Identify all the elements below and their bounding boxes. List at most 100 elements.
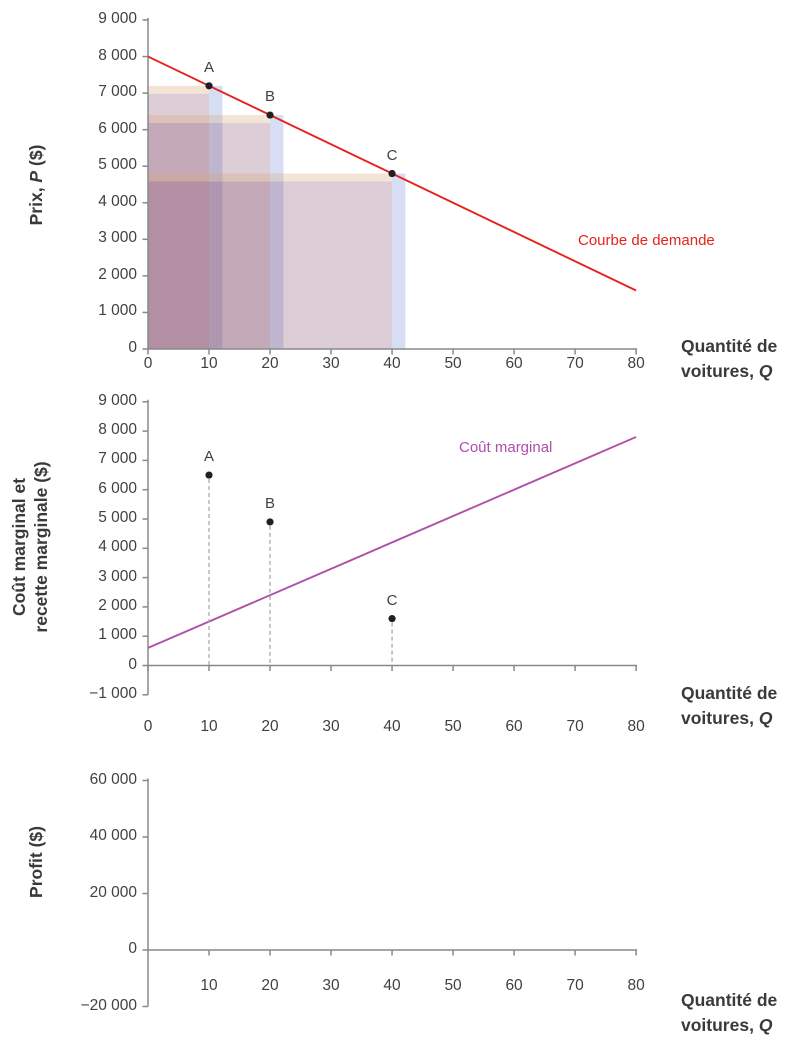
x-tick-label: 80 xyxy=(627,718,645,735)
x-tick-label: 40 xyxy=(383,355,401,372)
rectangle-fill xyxy=(148,181,393,349)
label-text: voitures, xyxy=(681,1015,759,1035)
point-label-b: B xyxy=(265,88,276,106)
y-tick-label: 6 000 xyxy=(98,479,137,497)
y-tick-label: 0 xyxy=(128,655,137,673)
curve-label-cout-recette-marginale: Coût marginal xyxy=(459,439,553,456)
y-tick-label: 0 xyxy=(128,940,137,957)
chart-demande xyxy=(142,18,638,355)
x-tick-label: 20 xyxy=(261,977,279,994)
rectangle-right-band xyxy=(209,85,223,350)
y-tick-label: 9 000 xyxy=(98,10,137,27)
y-tick-label: 5 000 xyxy=(98,156,137,174)
y-tick-label: 40 000 xyxy=(89,827,137,844)
y-axis-title: Prix, P ($) xyxy=(25,35,47,335)
x-axis-title-line: voitures, Q xyxy=(681,706,810,731)
y-axis-title-line: Profit ($) xyxy=(25,712,47,1012)
revenue-rectangle-c xyxy=(148,173,406,349)
x-axis-title-line: Quantité de xyxy=(681,334,810,359)
x-tick-label: 30 xyxy=(322,355,340,372)
label-text: Quantité de xyxy=(681,990,778,1010)
point-label-b: B xyxy=(265,494,276,512)
y-tick-label: 4 000 xyxy=(98,192,137,210)
y-tick-label: 4 000 xyxy=(98,538,137,556)
marginal-cost-curve xyxy=(147,436,637,649)
x-axis-title-line: voitures, Q xyxy=(681,1013,810,1038)
label-text: recette marginale ($) xyxy=(31,461,51,633)
y-tick-label: 6 000 xyxy=(98,119,137,137)
rectangle-fill xyxy=(148,123,271,350)
label-text: Prix, xyxy=(26,182,46,226)
rectangle-top-band xyxy=(148,115,271,124)
label-text: Coût marginal et xyxy=(9,477,29,617)
x-tick-label: 50 xyxy=(444,718,462,735)
x-tick-label: 70 xyxy=(566,977,584,994)
y-tick-label: 3 000 xyxy=(98,229,137,247)
label-text: voitures, xyxy=(681,361,759,381)
x-tick-label: 40 xyxy=(383,977,401,994)
y-tick-label: 9 000 xyxy=(98,391,137,409)
point-dot-b xyxy=(266,111,274,119)
x-tick-label: 10 xyxy=(200,355,218,372)
variable-symbol: P xyxy=(26,170,46,183)
label-text: voitures, xyxy=(681,708,759,728)
label-text: Profit ($) xyxy=(26,826,46,898)
y-axis-title: Profit ($) xyxy=(25,712,47,1012)
x-tick-label: 20 xyxy=(261,355,279,372)
x-tick-label: 70 xyxy=(566,718,584,735)
point-dot-c xyxy=(388,615,396,623)
chart-cout-recette-marginale xyxy=(142,399,638,696)
rectangle-right-band xyxy=(392,173,406,349)
y-tick-label: 8 000 xyxy=(98,421,137,439)
x-tick-label: 20 xyxy=(261,718,279,735)
y-tick-label: 8 000 xyxy=(98,46,137,64)
x-tick-label: 0 xyxy=(143,355,153,372)
y-tick-label: −20 000 xyxy=(80,996,137,1014)
chart-profit xyxy=(142,778,638,1008)
point-label-a: A xyxy=(203,448,214,466)
x-axis-title: Quantité de voitures, Q xyxy=(681,681,810,731)
x-tick-label: 60 xyxy=(505,355,523,372)
x-tick-label: 10 xyxy=(200,718,218,735)
rectangle-right-band xyxy=(270,115,284,350)
y-tick-label: 3 000 xyxy=(98,567,137,585)
revenue-rectangle-b xyxy=(148,115,284,350)
x-tick-label: 0 xyxy=(143,718,153,735)
variable-symbol: Q xyxy=(758,708,773,728)
point-dot-a xyxy=(205,82,213,90)
y-axis-title-line: Coût marginal et xyxy=(8,397,30,697)
x-tick-label: 60 xyxy=(505,977,523,994)
y-tick-label: −1 000 xyxy=(89,684,137,702)
revenue-rectangle-a xyxy=(148,85,223,350)
x-axis-title-line: Quantité de xyxy=(681,681,810,706)
label-text: Quantité de xyxy=(681,336,778,356)
rectangle-top-band xyxy=(148,85,210,94)
variable-symbol: Q xyxy=(758,1015,773,1035)
y-axis-title-line: Prix, P ($) xyxy=(25,35,47,335)
y-tick-label: 7 000 xyxy=(98,450,137,468)
y-tick-label: 20 000 xyxy=(89,883,137,901)
y-axis-title-line: recette marginale ($) xyxy=(30,397,52,697)
y-tick-label: 60 000 xyxy=(89,770,137,788)
x-tick-label: 30 xyxy=(322,977,340,994)
y-axis-title: Coût marginal et recette marginale ($) xyxy=(8,397,52,697)
x-tick-label: 30 xyxy=(322,718,340,735)
y-tick-label: 0 xyxy=(128,339,137,356)
label-text: Quantité de xyxy=(681,683,778,703)
x-tick-label: 80 xyxy=(627,977,645,994)
x-tick-label: 60 xyxy=(505,718,523,735)
x-axis-title-line: Quantité de xyxy=(681,988,810,1013)
y-tick-label: 2 000 xyxy=(98,596,137,614)
x-tick-label: 70 xyxy=(566,355,584,372)
curve-label-demande: Courbe de demande xyxy=(578,232,715,249)
y-tick-label: 5 000 xyxy=(98,509,137,526)
rectangle-top-band xyxy=(148,173,393,182)
point-dot-b xyxy=(266,518,274,526)
x-axis-title-line: voitures, Q xyxy=(681,359,810,384)
x-axis-title: Quantité de voitures, Q xyxy=(681,988,810,1038)
y-tick-label: 2 000 xyxy=(98,265,137,283)
x-axis-title: Quantité de voitures, Q xyxy=(681,334,810,384)
x-tick-label: 40 xyxy=(383,718,401,735)
